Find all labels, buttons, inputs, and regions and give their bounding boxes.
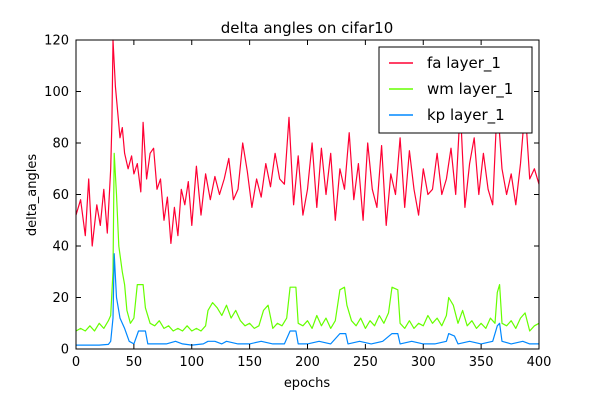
chart-title: delta angles on cifar10 [221,19,394,37]
series-line-1 [75,39,540,247]
y-tick-label: 120 [44,34,69,49]
y-tick-label: 0 [61,343,69,358]
legend-box [378,46,533,134]
y-tick-label: 80 [52,137,69,152]
y-tick-label: 100 [44,85,69,100]
legend: fa layer_1wm layer_1kp layer_1 [378,46,533,134]
x-tick-label: 350 [469,355,494,370]
x-tick-label: 200 [295,355,320,370]
legend-items: fa layer_1wm layer_1kp layer_1 [389,54,513,125]
x-tick-label: 150 [237,355,262,370]
legend-label-1: fa layer_1 [427,54,501,73]
x-tick-label: 100 [179,355,204,370]
x-tick-label: 0 [72,355,80,370]
x-axis-title: epochs [284,376,331,391]
x-tick-label: 250 [353,355,378,370]
x-tick-label: 400 [527,355,552,370]
y-tick-label: 60 [52,188,69,203]
y-tick-label: 40 [52,240,69,255]
legend-label-2: wm layer_1 [427,80,513,99]
series-line-2 [75,152,540,332]
legend-label-3: kp layer_1 [427,106,505,125]
y-tick-label: 20 [52,291,69,306]
x-tick-label: 50 [126,355,143,370]
series-line-3 [76,253,539,346]
y-axis-title: delta_angles [25,154,40,236]
ticks-group: 0 50 100 150 200 250 300 350 400 0 20 40 60 80 100 120 [44,34,551,371]
series-group [75,39,540,346]
x-tick-label: 300 [411,355,436,370]
